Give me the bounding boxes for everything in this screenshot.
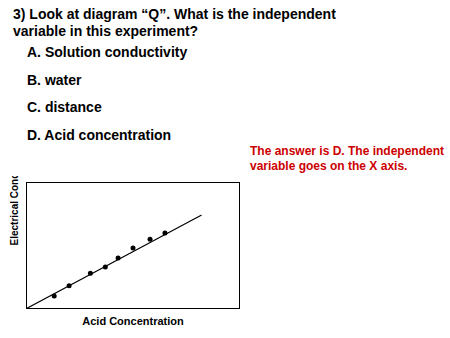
html-text:A. Solution conductivity: A. Solution conductivity xyxy=(27,44,188,60)
html-text:C. distance: C. distance xyxy=(27,99,102,116)
html-text:3) Look at diagram “Q”. What i: 3) Look at diagram “Q”. What is the inde… xyxy=(13,6,336,39)
html-text:D. Acid concentration: D. Acid concentration xyxy=(27,127,172,144)
svg-text:Electrical Conductivity: Electrical Conductivity xyxy=(9,176,20,246)
svg-text:Acid Concentration: Acid Concentration xyxy=(82,315,184,327)
html-text:The answer is D. The independe: The answer is D. The independent variabl… xyxy=(250,144,444,173)
html-text:B. water: B. water xyxy=(27,71,82,88)
